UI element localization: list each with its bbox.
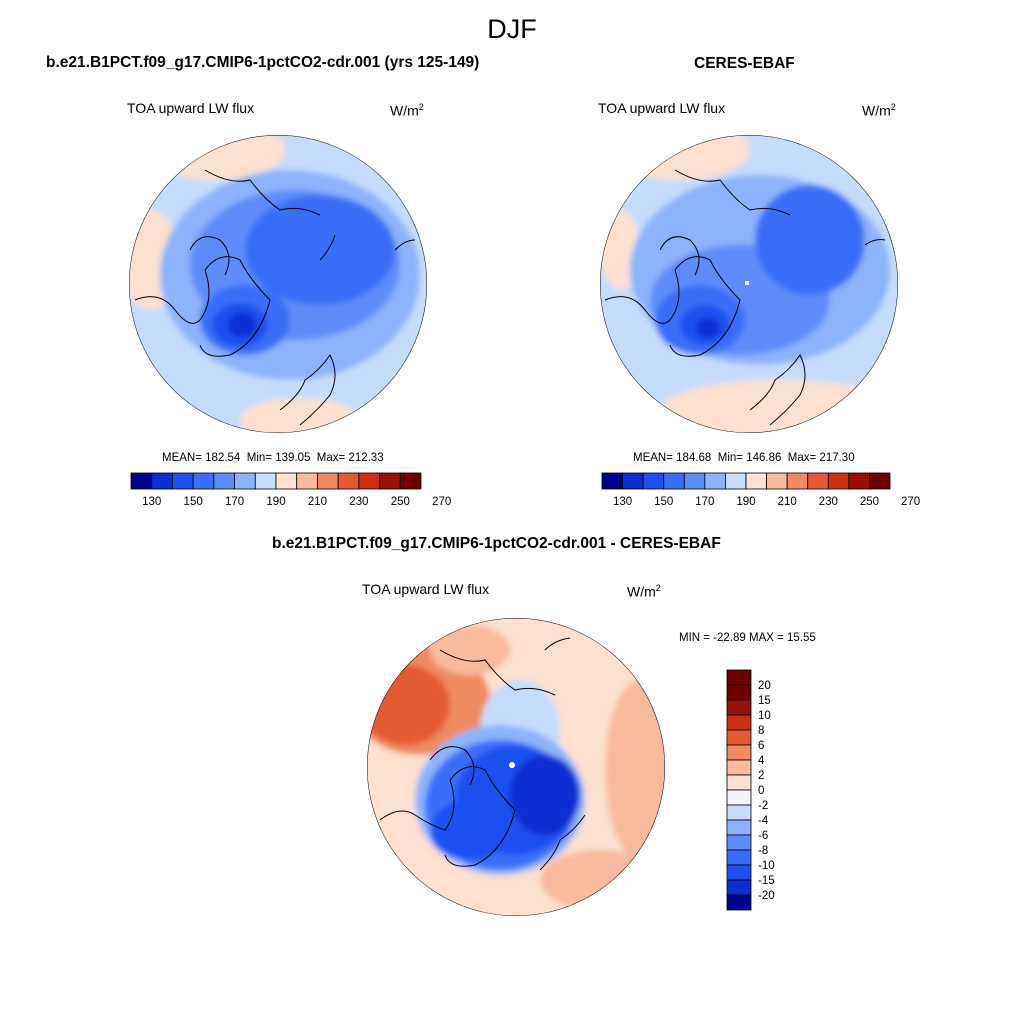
panel3-variable-label: TOA upward LW flux	[362, 581, 490, 597]
panel2-variable-label: TOA upward LW flux	[598, 100, 726, 116]
panel1-colorbar-swatch	[213, 472, 235, 490]
panel1-colorbar-tick-label: 210	[308, 496, 327, 508]
figure-title: DJF	[487, 14, 537, 44]
panel3-units-label: W/m2	[627, 583, 661, 600]
panel1-stats: MEAN= 182.54 Min= 139.05 Max= 212.33	[162, 452, 384, 464]
panel1-colorbar-tick-label: 250	[391, 496, 410, 508]
panel1-colorbar: 130 150 170 190 210 230 250 270	[130, 472, 451, 508]
panel3-colorbar-tick-label: -15	[758, 875, 775, 887]
panel3-colorbar-swatch	[726, 699, 752, 716]
panel3-colorbar-swatch	[726, 879, 752, 896]
panel2-colorbar-tick-label: 210	[778, 496, 797, 508]
panel3-colorbar-tick-label: 6	[758, 740, 764, 752]
panel3-colorbar-tick-label: -2	[758, 800, 768, 812]
panel1-colorbar-tick-label: 130	[142, 496, 161, 508]
panel3-colorbar-swatch	[726, 729, 752, 746]
panel2-colorbar-swatch	[704, 472, 726, 490]
panel2-colorbar-swatch	[745, 472, 767, 490]
panel2-colorbar-swatch	[869, 472, 891, 490]
panel1-colorbar-swatch	[192, 472, 215, 490]
panel2-colorbar-swatch	[601, 472, 623, 490]
panel1-colorbar-swatch	[130, 472, 153, 490]
panel1-colorbar-swatch	[337, 472, 360, 490]
panel2-colorbar-swatch	[622, 472, 644, 490]
panel3-colorbar-tick-label: -10	[758, 860, 775, 872]
panel1-colorbar-swatch	[317, 472, 339, 490]
panel2-colorbar-tick-label: 130	[613, 496, 632, 508]
panel3-minmax: MIN = -22.89 MAX = 15.55	[679, 632, 816, 644]
panel1-variable-label: TOA upward LW flux	[127, 100, 255, 116]
panel1-colorbar-swatch	[254, 472, 277, 490]
panel2-colorbar-swatch	[663, 472, 685, 490]
panel3-colorbar-swatch	[726, 834, 752, 851]
panel2-colorbar-swatch	[807, 472, 829, 490]
panel3-colorbar-tick-label: -6	[758, 830, 768, 842]
panel3-colorbar-swatch	[726, 849, 752, 866]
panel1-colorbar-swatch	[151, 472, 173, 490]
panel1-colorbar-tick-label: 190	[266, 496, 285, 508]
panel2-colorbar-tick-label: 170	[695, 496, 714, 508]
panel3-colorbar-tick-label: 10	[758, 710, 771, 722]
panel1-colorbar-tick-label: 230	[349, 496, 368, 508]
panel1-colorbar-tick-label: 270	[432, 496, 451, 508]
panel2-map	[600, 135, 898, 433]
panel1-map	[129, 135, 427, 433]
panel2-title: CERES-EBAF	[694, 55, 795, 72]
panel1-colorbar-swatch	[379, 472, 401, 490]
panel3-colorbar-swatch	[726, 684, 752, 701]
panel3-colorbar-swatch	[726, 789, 752, 806]
panel2-colorbar-swatch	[683, 472, 706, 490]
panel2-colorbar-swatch	[827, 472, 850, 490]
panel3-title: b.e21.B1PCT.f09_g17.CMIP6-1pctCO2-cdr.00…	[272, 535, 721, 552]
panel3-colorbar-tick-label: 15	[758, 695, 771, 707]
panel3-colorbar-swatch	[726, 714, 752, 731]
panel1-colorbar-swatch	[296, 472, 318, 490]
panel1-title: b.e21.B1PCT.f09_g17.CMIP6-1pctCO2-cdr.00…	[46, 54, 480, 71]
panel3-colorbar-swatch	[726, 669, 752, 686]
panel2-colorbar-swatch	[642, 472, 665, 490]
panel3-colorbar-tick-label: -20	[758, 890, 775, 902]
panel2-colorbar-tick-label: 270	[901, 496, 920, 508]
panel2-colorbar-tick-label: 150	[654, 496, 673, 508]
panel1-colorbar-swatch	[172, 472, 194, 490]
panel3-colorbar-swatch	[726, 819, 752, 836]
panel2-colorbar-tick-label: 230	[819, 496, 838, 508]
panel1-colorbar-swatch	[275, 472, 298, 490]
panel3-colorbar-swatch	[726, 774, 752, 791]
panel2-colorbar-swatch	[786, 472, 809, 490]
panel3-colorbar-swatch	[726, 804, 752, 821]
panel2-colorbar-swatch	[725, 472, 747, 490]
panel3-colorbar-tick-label: -4	[758, 815, 769, 827]
panel3-colorbar-tick-label: 0	[758, 785, 764, 797]
panel2-colorbar-swatch	[848, 472, 870, 490]
panel2-colorbar-swatch	[766, 472, 788, 490]
panel2-units-label: W/m2	[862, 102, 896, 119]
panel1-colorbar-swatch	[358, 472, 380, 490]
panel3-colorbar-swatch	[726, 759, 752, 776]
panel2-stats: MEAN= 184.68 Min= 146.86 Max= 217.30	[633, 452, 855, 464]
panel3-map	[367, 618, 665, 916]
panel1-colorbar-swatch	[234, 472, 256, 490]
panel1-units-label: W/m2	[390, 102, 424, 119]
panel3-colorbar-tick-label: 8	[758, 725, 764, 737]
panel1-colorbar-tick-label: 150	[184, 496, 203, 508]
panel2-colorbar-tick-label: 250	[860, 496, 879, 508]
panel3-colorbar-swatch	[726, 744, 752, 761]
panel1-colorbar-tick-label: 170	[225, 496, 244, 508]
panel3-colorbar-tick-label: -8	[758, 845, 768, 857]
panel3-colorbar-swatch	[726, 864, 752, 881]
panel3-colorbar-tick-label: 20	[758, 680, 771, 692]
panel1-colorbar-swatch	[399, 472, 422, 490]
panel3-colorbar-tick-label: 4	[758, 755, 765, 767]
panel3-colorbar-tick-label: 2	[758, 770, 764, 782]
panel2-colorbar-tick-label: 190	[736, 496, 755, 508]
panel2-colorbar: 130 150 170 190 210 230 250 270	[601, 472, 920, 508]
panel3-colorbar-swatch	[726, 894, 752, 911]
